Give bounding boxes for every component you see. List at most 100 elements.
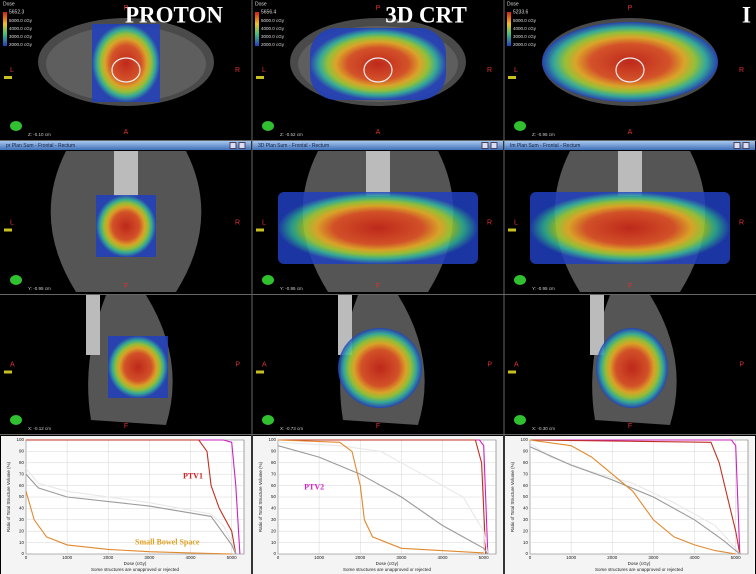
y-tick-label: 30 (523, 517, 529, 522)
y-tick-label: 40 (523, 506, 529, 511)
orientation-label: A (628, 129, 633, 136)
y-tick-label: 50 (19, 494, 25, 499)
x-tick-label: 1000 (314, 555, 325, 560)
spine (114, 151, 138, 196)
x-tick-label: 3000 (396, 555, 407, 560)
window-title: Im Plan Sum - Frontal - Rectum (510, 143, 580, 149)
orientation-label: L (262, 67, 266, 74)
x-tick-label: 3000 (648, 555, 659, 560)
orientation-label: R (739, 67, 744, 74)
legend-bar (255, 12, 259, 46)
x-axis-label: Dose (cGy) (124, 561, 147, 566)
orientation-label: P (487, 361, 492, 368)
sacrum (86, 295, 100, 355)
x-tick-label: 5000 (227, 555, 238, 560)
window-button (742, 142, 750, 149)
dvh-curve (530, 439, 741, 555)
slice-coordinate: Z: -0.52 cm (280, 132, 303, 137)
slice-coordinate: Y: -0.95 cm (28, 286, 51, 291)
orientation-label: L (10, 219, 14, 226)
y-tick-label: 40 (271, 506, 277, 511)
patient-icon (514, 415, 526, 425)
footer-note: Some structures are unapproved or reject… (595, 567, 684, 572)
x-tick-label: 0 (25, 555, 28, 560)
legend-level: 5000.0 cGy (261, 18, 285, 23)
orientation-label: P (376, 5, 381, 12)
dvh-curve (529, 439, 736, 555)
dose-wash (310, 28, 446, 100)
y-tick-label: 20 (523, 528, 529, 533)
y-tick-label: 0 (525, 551, 528, 556)
dose-wash (338, 328, 422, 408)
dose-wash (542, 22, 718, 102)
footer-note: Some structures are unapproved or reject… (343, 567, 432, 572)
legend-level: 4000.0 cGy (9, 26, 33, 31)
legend-max: 5652.3 (9, 9, 25, 15)
legend-bar (507, 12, 511, 46)
legend-level: 4000.0 cGy (513, 26, 537, 31)
orientation-label: R (739, 219, 744, 226)
y-tick-label: 20 (271, 528, 277, 533)
orientation-label: R (487, 67, 492, 74)
window-button (238, 142, 246, 149)
y-tick-label: 80 (271, 460, 277, 465)
y-tick-label: 70 (523, 471, 529, 476)
dvh-curve (25, 468, 237, 555)
dvh-annotation: PTV2 (304, 483, 324, 492)
dose-wash (596, 328, 668, 408)
x-tick-label: 4000 (690, 555, 701, 560)
orientation-marker (256, 76, 264, 79)
orientation-marker (508, 228, 516, 232)
orientation-label: R (235, 219, 240, 226)
legend-bar (3, 12, 7, 46)
y-tick-label: 100 (520, 437, 528, 442)
orientation-label: F (124, 423, 128, 430)
y-tick-label: 20 (19, 528, 25, 533)
y-tick-label: 50 (523, 494, 529, 499)
y-tick-label: 10 (19, 540, 25, 545)
legend-level: 5000.0 cGy (513, 18, 537, 23)
y-tick-label: 50 (271, 494, 277, 499)
y-tick-label: 90 (19, 449, 25, 454)
sacrum (338, 295, 352, 355)
x-tick-label: 4000 (438, 555, 449, 560)
x-tick-label: 3000 (144, 555, 155, 560)
x-tick-label: 2000 (103, 555, 114, 560)
window-button (490, 142, 498, 149)
y-tick-label: 100 (16, 437, 24, 442)
dvh-curve (26, 439, 237, 555)
window-title: pr Plan Sum - Frontal - Rectum (6, 143, 75, 149)
y-tick-label: 70 (271, 471, 277, 476)
orientation-marker (508, 76, 516, 79)
legend-level: 3000.0 cGy (9, 34, 33, 39)
y-tick-label: 70 (19, 471, 25, 476)
x-tick-label: 5000 (479, 555, 490, 560)
dose-wash (96, 195, 156, 257)
orientation-label: P (235, 361, 240, 368)
dvh-curve (277, 445, 489, 555)
orientation-marker (256, 228, 264, 232)
orientation-label: R (235, 67, 240, 74)
window-titlebar (252, 141, 503, 150)
legend-label: Dose (507, 1, 519, 7)
dvh-curve (278, 439, 487, 555)
legend-max: 5233.6 (513, 9, 529, 15)
spine (366, 151, 390, 196)
orientation-label: F (628, 423, 632, 430)
x-tick-label: 1000 (566, 555, 577, 560)
y-tick-label: 90 (271, 449, 277, 454)
y-tick-label: 60 (271, 483, 277, 488)
orientation-label: R (487, 219, 492, 226)
legend-level: 5000.0 cGy (9, 18, 33, 23)
y-tick-label: 30 (19, 517, 25, 522)
orientation-label: P (124, 5, 129, 12)
y-tick-label: 30 (271, 517, 277, 522)
orientation-marker (4, 228, 12, 232)
slice-coordinate: X: -0.12 cm (28, 426, 51, 431)
patient-icon (10, 415, 22, 425)
dose-wash (278, 192, 478, 264)
legend-label: Dose (255, 1, 267, 7)
column-title: I (742, 2, 751, 27)
dvh-curve (25, 491, 232, 555)
window-titlebar (0, 141, 251, 150)
